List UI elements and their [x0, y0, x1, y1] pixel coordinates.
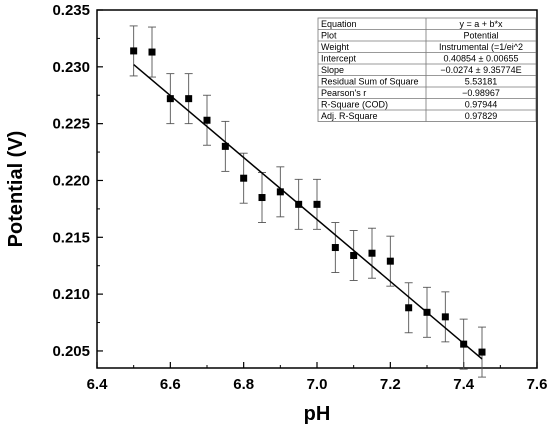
data-point	[148, 48, 156, 56]
data-point	[295, 200, 303, 208]
stats-label: Adj. R-Square	[321, 111, 378, 121]
stats-value: 0.97944	[465, 100, 498, 110]
data-point	[441, 313, 449, 321]
data-point	[185, 95, 193, 103]
x-tick-label: 7.4	[453, 376, 475, 393]
data-point	[331, 244, 339, 252]
stats-label: R-Square (COD)	[321, 100, 388, 110]
data-point	[166, 95, 174, 103]
y-tick-label: 0.225	[52, 116, 90, 133]
y-tick-label: 0.205	[52, 343, 90, 360]
stats-table: Equation y = a + b*x Plot Potential Weight In…	[317, 17, 537, 122]
data-point	[423, 308, 431, 316]
stats-value: −0.0274 ± 9.35774E	[440, 65, 521, 75]
stats-value: 0.40854 ± 0.00655	[443, 54, 518, 64]
data-point	[386, 257, 394, 265]
data-point	[460, 340, 468, 348]
stats-value: 0.97829	[465, 111, 498, 121]
stats-value: y = a + b*x	[459, 19, 503, 29]
data-point	[405, 304, 413, 312]
stats-label: Pearson's r	[321, 88, 366, 98]
x-tick-label: 7.2	[380, 376, 401, 393]
data-point	[478, 348, 486, 356]
stats-value: −0.98967	[462, 88, 500, 98]
stats-label: Slope	[321, 65, 344, 75]
data-point	[258, 194, 266, 202]
stats-label: Residual Sum of Square	[321, 77, 419, 87]
stats-table-frame	[317, 17, 537, 122]
stats-value: Instrumental (=1/ei^2	[439, 42, 523, 52]
y-axis-title: Potential (V)	[5, 131, 27, 248]
x-tick-label: 6.6	[160, 376, 181, 393]
data-point	[350, 251, 358, 259]
stats-value: Potential	[463, 31, 498, 41]
data-point	[313, 200, 321, 208]
stats-label: Intercept	[321, 54, 357, 64]
x-tick-label: 7.0	[307, 376, 328, 393]
x-axis-title: pH	[304, 403, 331, 425]
x-tick-label: 7.6	[527, 376, 548, 393]
points-layer	[130, 47, 486, 356]
data-point	[276, 188, 284, 196]
y-tick-label: 0.215	[52, 229, 90, 246]
stats-value: 5.53181	[465, 77, 498, 87]
data-point	[240, 174, 248, 182]
stats-label: Weight	[321, 42, 349, 52]
data-point	[130, 47, 138, 55]
stats-label: Equation	[321, 19, 357, 29]
y-tick-label: 0.235	[52, 2, 90, 19]
data-point	[203, 116, 211, 124]
stats-label: Plot	[321, 31, 337, 41]
x-tick-label: 6.4	[87, 376, 109, 393]
y-tick-label: 0.220	[52, 172, 90, 189]
data-point	[221, 142, 229, 150]
y-tick-label: 0.210	[52, 286, 90, 303]
x-tick-label: 6.8	[233, 376, 254, 393]
data-point	[368, 249, 376, 257]
y-tick-label: 0.230	[52, 59, 90, 76]
